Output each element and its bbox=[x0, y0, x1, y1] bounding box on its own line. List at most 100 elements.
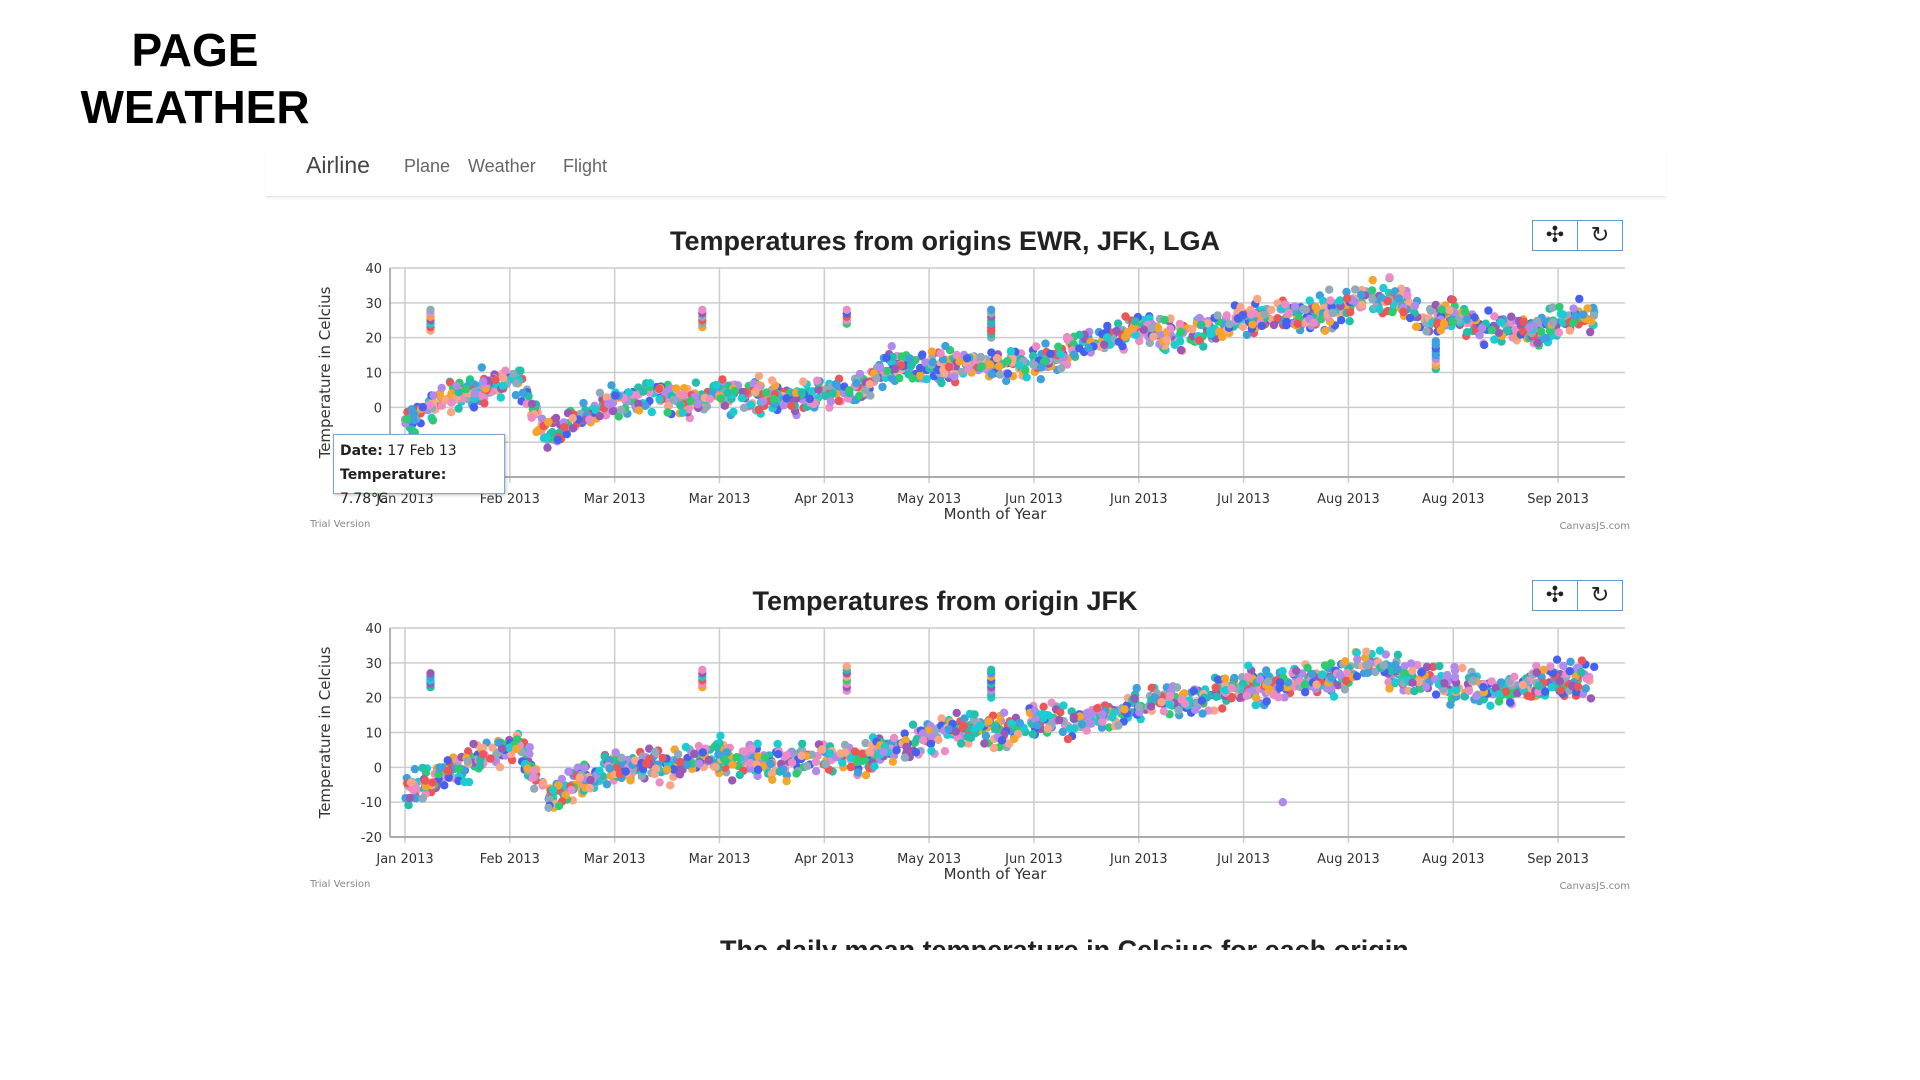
data-point bbox=[1006, 347, 1016, 356]
x-tick-label: Jul 2013 bbox=[1216, 852, 1270, 867]
data-point bbox=[1556, 686, 1565, 695]
data-point bbox=[1548, 668, 1558, 678]
data-point bbox=[1022, 373, 1031, 382]
data-point bbox=[1021, 365, 1030, 375]
data-point bbox=[601, 411, 611, 420]
data-point bbox=[1408, 678, 1417, 687]
data-point bbox=[1135, 336, 1144, 346]
x-tick-label: Jun 2013 bbox=[1004, 852, 1063, 867]
zoom-pan-button[interactable]: ✣ bbox=[1532, 220, 1578, 251]
canvasjs-credit[interactable]: CanvasJS.com bbox=[1559, 521, 1630, 532]
data-point bbox=[1301, 305, 1310, 314]
data-point bbox=[892, 746, 901, 755]
nav-link-plane[interactable]: Plane bbox=[404, 156, 451, 176]
zoom-pan-button[interactable]: ✣ bbox=[1532, 580, 1578, 611]
data-point bbox=[621, 767, 630, 776]
x-axis-title: Month of Year bbox=[944, 865, 1048, 883]
data-point bbox=[1586, 317, 1596, 326]
data-point bbox=[662, 765, 672, 774]
data-point bbox=[1057, 364, 1066, 373]
data-point bbox=[857, 749, 867, 758]
data-point bbox=[1262, 697, 1271, 706]
data-point bbox=[1537, 327, 1546, 336]
data-point bbox=[1439, 319, 1449, 328]
data-point bbox=[480, 399, 489, 408]
reset-zoom-button[interactable]: ↻ bbox=[1577, 220, 1623, 251]
data-point bbox=[1410, 686, 1419, 696]
data-point bbox=[1036, 375, 1045, 384]
data-point bbox=[1211, 683, 1220, 692]
data-point bbox=[905, 354, 914, 363]
data-point bbox=[1448, 317, 1457, 327]
y-tick-label: 30 bbox=[365, 297, 382, 312]
data-point bbox=[693, 399, 702, 409]
data-point bbox=[1170, 340, 1179, 349]
data-point bbox=[1333, 681, 1343, 690]
data-point bbox=[1351, 285, 1360, 294]
data-point bbox=[683, 760, 692, 770]
data-point bbox=[704, 755, 714, 765]
data-point bbox=[1555, 677, 1565, 686]
data-point bbox=[1103, 333, 1112, 342]
data-point bbox=[1317, 314, 1326, 324]
data-point bbox=[512, 379, 521, 388]
data-point bbox=[714, 750, 723, 759]
data-point bbox=[1243, 672, 1252, 682]
data-point bbox=[1468, 676, 1478, 685]
data-point bbox=[1213, 311, 1222, 320]
data-point bbox=[718, 375, 727, 384]
data-point bbox=[760, 753, 770, 762]
data-point bbox=[402, 415, 411, 424]
data-point bbox=[737, 394, 747, 403]
data-point bbox=[753, 739, 762, 748]
data-point bbox=[1015, 361, 1024, 370]
data-point bbox=[1155, 330, 1164, 339]
outlier-point bbox=[987, 305, 996, 314]
data-point bbox=[1460, 307, 1470, 317]
data-point bbox=[1458, 663, 1467, 673]
data-point bbox=[1464, 686, 1474, 695]
chart-panel-jfk: Temperatures from origin JFK -20 -10 0 10 20 3… bbox=[300, 572, 1640, 942]
data-point bbox=[1399, 307, 1408, 317]
data-point bbox=[605, 764, 614, 773]
data-point bbox=[1032, 342, 1041, 351]
data-point bbox=[691, 378, 701, 387]
canvasjs-credit[interactable]: CanvasJS.com bbox=[1559, 881, 1630, 892]
data-point bbox=[666, 781, 675, 790]
data-point bbox=[1039, 702, 1048, 711]
navbar-brand[interactable]: Airline bbox=[306, 152, 370, 178]
temperature-chart-all-origins[interactable]: Temperatures from origins EWR, JFK, LGA-… bbox=[300, 212, 1640, 582]
data-point bbox=[766, 759, 775, 769]
data-point bbox=[811, 767, 821, 776]
nav-link-weather[interactable]: Weather bbox=[468, 156, 536, 176]
data-point bbox=[1368, 295, 1377, 304]
y-tick-label: 30 bbox=[365, 657, 382, 672]
data-point bbox=[1541, 687, 1550, 696]
data-point bbox=[951, 727, 960, 736]
data-point bbox=[554, 801, 564, 811]
data-point bbox=[1132, 683, 1141, 693]
data-point bbox=[1100, 340, 1109, 349]
data-point bbox=[425, 400, 434, 410]
nav-link-flight[interactable]: Flight bbox=[563, 156, 608, 176]
data-point bbox=[888, 757, 898, 766]
data-point bbox=[1362, 647, 1371, 656]
data-point bbox=[1275, 683, 1284, 693]
data-point bbox=[530, 784, 539, 793]
data-point bbox=[798, 739, 807, 748]
data-point bbox=[405, 793, 415, 803]
temperature-chart-jfk[interactable]: Temperatures from origin JFK -20 -10 0 10 20 3… bbox=[300, 572, 1640, 942]
data-point bbox=[591, 405, 600, 415]
reset-zoom-button[interactable]: ↻ bbox=[1577, 580, 1623, 611]
data-point bbox=[1176, 345, 1186, 355]
data-point bbox=[1391, 678, 1400, 687]
y-axis-title: Temperature in Celcius bbox=[316, 646, 334, 819]
outlier-point bbox=[1278, 798, 1287, 807]
data-point bbox=[421, 776, 430, 785]
data-point bbox=[995, 362, 1004, 371]
data-point bbox=[602, 393, 611, 402]
data-point bbox=[1566, 657, 1575, 666]
data-point bbox=[977, 362, 986, 371]
data-point bbox=[651, 747, 660, 757]
data-point bbox=[1386, 666, 1396, 676]
